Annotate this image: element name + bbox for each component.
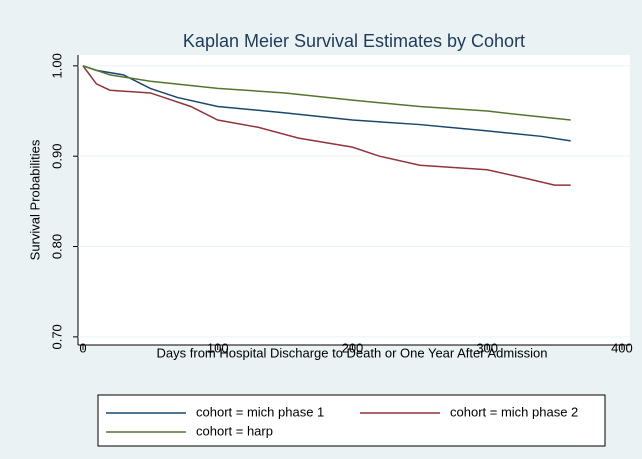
survival-line bbox=[82, 65, 571, 121]
plot-area bbox=[78, 55, 630, 345]
x-tick-label: 100 bbox=[207, 340, 229, 355]
y-tick-label: 0.80 bbox=[49, 234, 64, 259]
survival-line bbox=[82, 65, 571, 142]
y-tick-label: 0.90 bbox=[49, 144, 64, 169]
survival-line bbox=[82, 65, 571, 186]
x-tick-label: 200 bbox=[342, 340, 364, 355]
y-tick-label: 0.70 bbox=[49, 324, 64, 349]
x-tick-label: 300 bbox=[476, 340, 498, 355]
legend-label: cohort = mich phase 1 bbox=[196, 404, 324, 419]
x-tick-label: 400 bbox=[611, 340, 633, 355]
x-axis-title: Days from Hospital Discharge to Death or… bbox=[157, 345, 548, 360]
legend-label: cohort = mich phase 2 bbox=[450, 404, 578, 419]
y-tick-label: 1.00 bbox=[49, 53, 64, 78]
chart-title: Kaplan Meier Survival Estimates by Cohor… bbox=[183, 31, 525, 51]
x-tick-label: 0 bbox=[79, 340, 86, 355]
legend-label: cohort = harp bbox=[196, 423, 273, 438]
legend bbox=[97, 394, 606, 447]
y-axis-title: Survival Probabilities bbox=[27, 139, 42, 260]
